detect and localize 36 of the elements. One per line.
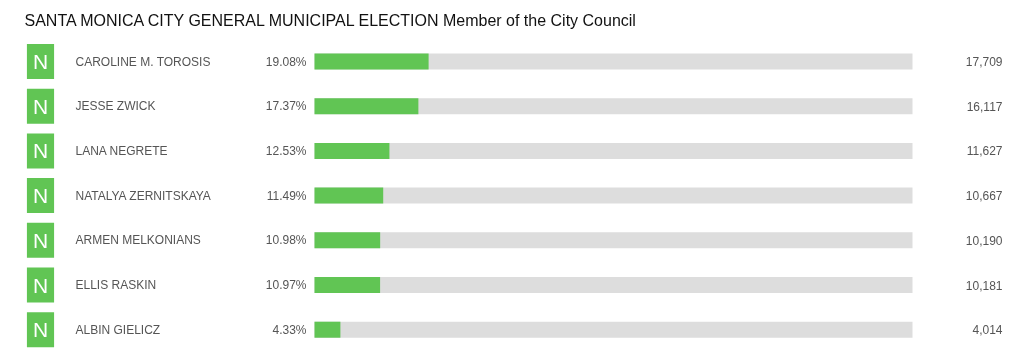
text: N [32, 273, 49, 297]
data-label: 10.97% [265, 278, 307, 292]
bar [314, 187, 384, 204]
text: 10,667 [965, 189, 1003, 204]
text: 11,627 [966, 144, 1003, 159]
data-label: 12.53% [265, 143, 307, 158]
y-tick-label: ARMEN MELKONIANS [75, 233, 201, 248]
y-tick-label: LANA NEGRETE [75, 143, 168, 158]
text: N [32, 318, 49, 342]
text: N [32, 139, 49, 163]
y-tick-label: ALBIN GIELICZ [75, 322, 161, 337]
text: 17,709 [965, 55, 1003, 69]
bar [314, 277, 381, 293]
y-tick-label: CAROLINE M. TOROSIS [75, 54, 211, 69]
text: N [32, 50, 49, 73]
text: 16,117 [966, 99, 1003, 114]
text: 4,014 [972, 323, 1003, 338]
data-label: 4.33% [272, 322, 307, 337]
bar [314, 142, 390, 159]
data-label: 19.08% [265, 54, 307, 69]
text: N [32, 228, 49, 252]
data-label: 10.98% [265, 233, 307, 248]
data-label: 17.37% [265, 99, 307, 114]
text: N [32, 94, 49, 118]
bar [314, 232, 381, 249]
bar [314, 321, 341, 338]
bar [314, 98, 419, 115]
y-tick-label: ELLIS RASKIN [75, 278, 157, 292]
chart-title: SANTA MONICA CITY GENERAL MUNICIPAL ELECTION Member of the City Council [24, 12, 636, 29]
text: 10,181 [965, 278, 1003, 293]
bar [314, 53, 429, 70]
text: 10,190 [965, 233, 1003, 248]
data-label: 11.49% [266, 188, 307, 203]
y-tick-label: JESSE ZWICK [75, 99, 156, 114]
y-tick-label: NATALYA ZERNITSKAYA [75, 188, 211, 203]
text: N [32, 184, 49, 208]
